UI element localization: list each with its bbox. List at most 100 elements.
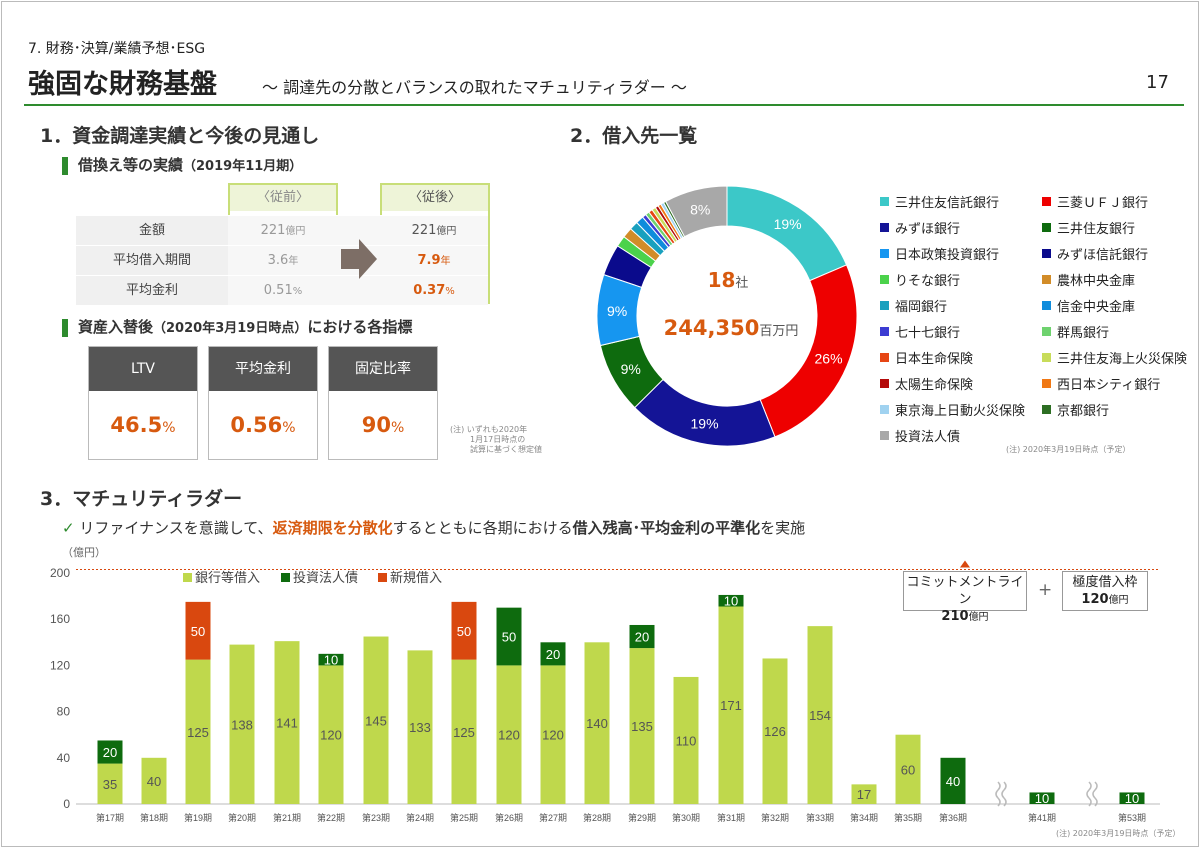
legend-swatch — [1042, 275, 1051, 284]
section-label: 7. 財務･決算/業績予想･ESG — [28, 41, 206, 57]
bar-value-label: 145 — [365, 713, 387, 728]
bar-segment — [895, 734, 921, 804]
legend-item: 農林中央金庫 — [1042, 270, 1200, 289]
bar-segment — [629, 624, 655, 649]
legend-swatch — [1042, 301, 1051, 310]
performance-row: 平均金利 0.51% 0.37% — [76, 275, 488, 305]
indicator-value-cell: 46.5% — [89, 391, 197, 459]
y-tick-label: 160 — [50, 612, 70, 626]
slice-label: 19% — [691, 416, 719, 432]
series-legend-label: 投資法人債 — [293, 570, 358, 585]
legend-item: 三菱ＵＦＪ銀行 — [1042, 192, 1200, 211]
commitment-label: コミットメントライン — [906, 575, 1024, 607]
bar-segment — [185, 659, 211, 804]
x-tick-label: 第29期 — [628, 812, 656, 823]
before-unit: 年 — [288, 256, 299, 267]
bar-segment — [229, 644, 255, 804]
x-tick-label: 第53期 — [1118, 812, 1146, 823]
bar-value-label: 135 — [631, 719, 653, 734]
y-tick-label: 40 — [57, 751, 71, 765]
bar-value-label: 40 — [147, 774, 161, 789]
section2-title: 2．借入先一覧 — [570, 125, 698, 147]
donut-slice — [634, 378, 776, 447]
y-tick-label: 200 — [50, 566, 70, 580]
after-value: 7.9 — [417, 253, 441, 268]
lender-count: 18 — [707, 268, 736, 292]
legend-item: 群馬銀行 — [1042, 322, 1200, 341]
bar-value-label: 17 — [857, 787, 871, 802]
donut-slice — [664, 185, 728, 238]
desc-highlight-1: 返済期限を分散化 — [272, 519, 393, 537]
bar-segment — [407, 650, 433, 804]
row-before: 3.6年 — [228, 246, 338, 275]
bar-value-label: 50 — [191, 624, 205, 639]
bar-value-label: 171 — [720, 698, 742, 713]
x-tick-label: 第20期 — [228, 812, 256, 823]
bar-value-label: 35 — [103, 777, 117, 792]
x-tick-label: 第41期 — [1028, 812, 1056, 823]
axis-break-icon — [1086, 781, 1092, 807]
legend-swatch — [880, 275, 889, 284]
bar-segment — [318, 665, 344, 804]
after-unit: 億円 — [436, 226, 457, 237]
desc-post: を実施 — [760, 519, 806, 537]
credit-limit-value: 120 — [1081, 592, 1109, 607]
section1-note: (注) いずれも2020年 1月17日時点の 試算に基づく想定値 — [450, 425, 542, 455]
legend-label: 三菱ＵＦＪ銀行 — [1057, 196, 1149, 211]
legend-label: 東京海上日動火災保険 — [895, 404, 1026, 419]
bar-segment — [851, 784, 877, 804]
indicator-label: 平均金利 — [209, 347, 317, 391]
bar-segment — [807, 626, 833, 804]
bar-segment — [673, 676, 699, 804]
bar-segment — [97, 740, 123, 764]
bar-value-label: 20 — [635, 630, 649, 645]
credit-limit-box: 極度借入枠 120億円 — [1062, 571, 1148, 611]
x-tick-label: 第36期 — [939, 812, 967, 823]
indicator-value: 90 — [361, 413, 391, 437]
axis-break-icon — [1092, 781, 1098, 807]
legend-swatch — [880, 379, 889, 388]
bar-value-label: 120 — [320, 728, 342, 743]
bar-value-label: 50 — [457, 624, 471, 639]
y-tick-label: 80 — [57, 705, 71, 719]
before-value: 3.6 — [267, 253, 289, 268]
bar-value-label: 60 — [901, 762, 915, 777]
bar-segment — [451, 659, 477, 804]
lender-donut-chart: 19% 26% 19% 9% 9% 8% — [596, 185, 858, 447]
x-tick-label: 第32期 — [761, 812, 789, 823]
row-before: 221億円 — [228, 216, 338, 245]
series-legend-swatch — [378, 573, 387, 582]
indicator-value: 46.5 — [110, 413, 163, 437]
lender-count-unit: 社 — [735, 276, 749, 291]
note-line-1: (注) いずれも2020年 — [450, 425, 528, 434]
bar-segment — [97, 763, 123, 804]
bar-segment — [718, 594, 744, 607]
bar-value-label: 10 — [1125, 791, 1139, 806]
legend-item: 日本生命保険 — [880, 348, 1042, 367]
reference-marker-icon — [960, 560, 970, 568]
legend-item: 三井住友信託銀行 — [880, 192, 1042, 211]
bar-value-label: 138 — [231, 717, 253, 732]
check-icon: ✓ — [62, 519, 75, 537]
legend-swatch — [880, 197, 889, 206]
indicator-unit: % — [282, 420, 296, 436]
x-tick-label: 第30期 — [672, 812, 700, 823]
bar-value-label: 10 — [324, 653, 338, 668]
legend-item: 信金中央金庫 — [1042, 296, 1200, 315]
bar-value-label: 126 — [764, 724, 786, 739]
x-tick-label: 第19期 — [184, 812, 212, 823]
bar-segment — [940, 757, 966, 804]
section3-title: 3．マチュリティラダー — [40, 488, 243, 510]
row-gap — [338, 276, 380, 305]
legend-swatch — [1042, 249, 1051, 258]
performance-table: 金額 221億円 221億円 平均借入期間 3.6年 7.9年 平均金利 0.51% 0.37% — [76, 215, 488, 305]
row-after: 7.9年 — [380, 246, 488, 275]
legend-swatch — [1042, 379, 1051, 388]
row-label: 金額 — [76, 216, 228, 245]
donut-count: 18社 — [693, 268, 763, 292]
legend-item: みずほ銀行 — [880, 218, 1042, 237]
legend-label: 投資法人債 — [895, 430, 961, 445]
indicator-unit: % — [390, 420, 405, 436]
bar-value-label: 120 — [498, 728, 520, 743]
legend-swatch — [880, 301, 889, 310]
